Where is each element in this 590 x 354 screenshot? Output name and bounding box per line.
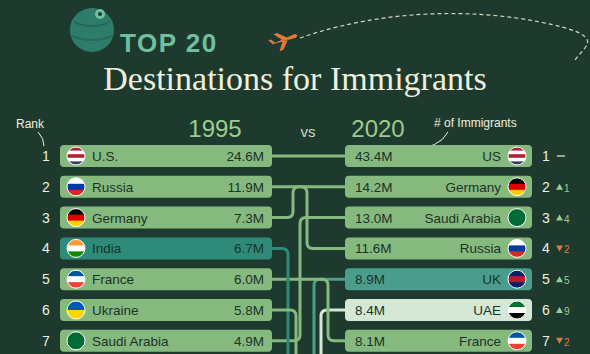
svg-text:2020: 2020 bbox=[351, 115, 404, 142]
svg-text:4: 4 bbox=[42, 240, 50, 256]
svg-text:14.2M: 14.2M bbox=[355, 180, 393, 195]
svg-text:Ukraine: Ukraine bbox=[92, 303, 139, 318]
svg-text:6.0M: 6.0M bbox=[234, 272, 264, 287]
svg-text:Germany: Germany bbox=[92, 211, 148, 226]
svg-text:Saudi Arabia: Saudi Arabia bbox=[424, 211, 501, 226]
svg-text:# of Immigrants: # of Immigrants bbox=[434, 116, 517, 130]
svg-text:24.6M: 24.6M bbox=[226, 149, 264, 164]
svg-text:5: 5 bbox=[564, 275, 570, 286]
svg-text:Rank: Rank bbox=[16, 117, 45, 131]
svg-text:France: France bbox=[92, 272, 134, 287]
svg-text:5: 5 bbox=[42, 271, 50, 287]
svg-text:9: 9 bbox=[564, 306, 570, 317]
svg-text:11.6M: 11.6M bbox=[355, 241, 392, 256]
svg-text:Destinations for Immigrants: Destinations for Immigrants bbox=[103, 60, 486, 97]
svg-text:2: 2 bbox=[564, 244, 570, 255]
svg-text:Germany: Germany bbox=[445, 180, 501, 195]
svg-text:7: 7 bbox=[42, 333, 50, 349]
svg-text:5: 5 bbox=[542, 271, 550, 287]
svg-text:1: 1 bbox=[542, 148, 550, 164]
svg-text:vs: vs bbox=[301, 123, 316, 140]
svg-text:4: 4 bbox=[564, 214, 570, 225]
svg-text:13.0M: 13.0M bbox=[355, 211, 393, 226]
svg-text:1: 1 bbox=[42, 148, 50, 164]
svg-text:1: 1 bbox=[564, 183, 570, 194]
svg-text:7.3M: 7.3M bbox=[234, 211, 264, 226]
svg-text:U.S.: U.S. bbox=[92, 149, 118, 164]
svg-text:Russia: Russia bbox=[92, 180, 134, 195]
svg-text:France: France bbox=[459, 334, 501, 349]
svg-text:11.9M: 11.9M bbox=[227, 180, 264, 195]
svg-text:2: 2 bbox=[42, 179, 50, 195]
svg-text:8.4M: 8.4M bbox=[355, 303, 385, 318]
svg-text:8.1M: 8.1M bbox=[355, 334, 385, 349]
svg-text:TOP 20: TOP 20 bbox=[120, 28, 218, 58]
svg-text:6.7M: 6.7M bbox=[234, 241, 264, 256]
svg-text:UAE: UAE bbox=[473, 303, 501, 318]
svg-text:6: 6 bbox=[542, 302, 550, 318]
svg-text:7: 7 bbox=[542, 333, 550, 349]
svg-text:1995: 1995 bbox=[188, 115, 241, 142]
svg-text:4: 4 bbox=[542, 240, 550, 256]
svg-text:8.9M: 8.9M bbox=[355, 272, 385, 287]
svg-text:2: 2 bbox=[564, 337, 570, 348]
svg-text:2: 2 bbox=[542, 179, 550, 195]
svg-text:4.9M: 4.9M bbox=[234, 334, 264, 349]
svg-text:3: 3 bbox=[42, 210, 50, 226]
svg-text:India: India bbox=[92, 241, 122, 256]
svg-text:43.4M: 43.4M bbox=[355, 149, 393, 164]
svg-text:6: 6 bbox=[42, 302, 50, 318]
svg-text:US: US bbox=[482, 149, 501, 164]
svg-text:5.8M: 5.8M bbox=[234, 303, 264, 318]
svg-text:Russia: Russia bbox=[460, 241, 502, 256]
svg-text:3: 3 bbox=[542, 210, 550, 226]
svg-text:UK: UK bbox=[482, 272, 501, 287]
svg-text:Saudi Arabia: Saudi Arabia bbox=[92, 334, 169, 349]
